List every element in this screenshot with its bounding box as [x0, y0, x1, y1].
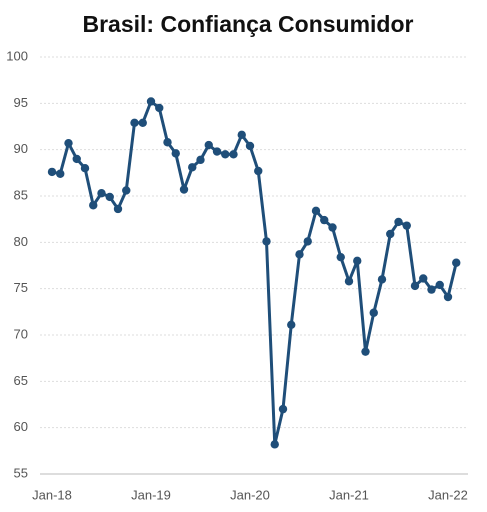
data-point: [262, 237, 271, 246]
data-point: [72, 154, 81, 164]
data-point: [237, 130, 246, 140]
data-point: [105, 192, 114, 202]
data-point: [311, 206, 321, 216]
data-point: [344, 277, 354, 286]
chart-title: Brasil: Confiança Consumidor: [83, 11, 414, 37]
y-tick-label: 70: [14, 326, 28, 341]
y-tick-label: 60: [14, 419, 28, 434]
data-point: [64, 138, 73, 148]
data-point: [353, 256, 362, 266]
x-tick-label: Jan-19: [131, 487, 171, 502]
data-point: [278, 404, 288, 414]
data-point: [47, 167, 57, 177]
y-tick-label: 95: [14, 95, 28, 110]
y-tick-label: 90: [14, 141, 28, 156]
data-point: [435, 280, 444, 290]
data-point: [155, 103, 164, 113]
data-point: [212, 147, 222, 156]
data-point: [138, 118, 147, 127]
data-point: [204, 140, 213, 150]
data-point: [254, 166, 263, 176]
x-tick-label: Jan-20: [230, 487, 270, 502]
data-point: [320, 215, 329, 225]
data-point: [295, 250, 304, 259]
data-point: [163, 138, 172, 147]
data-point: [336, 252, 345, 262]
data-point: [270, 440, 279, 449]
data-point: [443, 292, 453, 302]
data-point: [130, 118, 139, 127]
data-point: [229, 150, 238, 159]
y-tick-label: 55: [14, 465, 28, 480]
data-point: [394, 217, 403, 227]
data-point: [188, 163, 197, 172]
y-tick-label: 65: [14, 373, 28, 388]
data-point: [171, 149, 180, 158]
data-point: [287, 320, 296, 330]
data-point: [427, 285, 436, 294]
x-tick-label: Jan-21: [329, 487, 369, 502]
data-point: [221, 150, 230, 159]
data-point: [419, 274, 428, 283]
data-point: [179, 185, 189, 194]
y-tick-label: 75: [14, 280, 28, 295]
data-point: [369, 308, 378, 317]
data-point: [56, 169, 65, 178]
x-tick-label: Jan-22: [428, 487, 468, 502]
data-point: [80, 164, 90, 173]
data-point: [146, 97, 156, 106]
data-point: [196, 155, 205, 165]
data-point: [402, 221, 411, 230]
x-tick-label: Jan-18: [32, 487, 72, 502]
y-tick-label: 80: [14, 234, 28, 249]
y-tick-label: 100: [6, 48, 28, 63]
data-point: [328, 223, 337, 232]
data-point: [410, 281, 420, 291]
data-point: [113, 204, 123, 214]
data-point: [377, 275, 387, 284]
data-point: [361, 347, 370, 356]
data-point: [97, 189, 106, 198]
data-point: [122, 186, 131, 195]
data-point: [386, 229, 395, 239]
data-point: [245, 141, 255, 151]
data-point: [89, 201, 98, 210]
y-tick-label: 85: [14, 187, 28, 202]
data-point: [452, 258, 461, 267]
series-line: [51, 99, 458, 446]
data-point: [303, 237, 312, 246]
